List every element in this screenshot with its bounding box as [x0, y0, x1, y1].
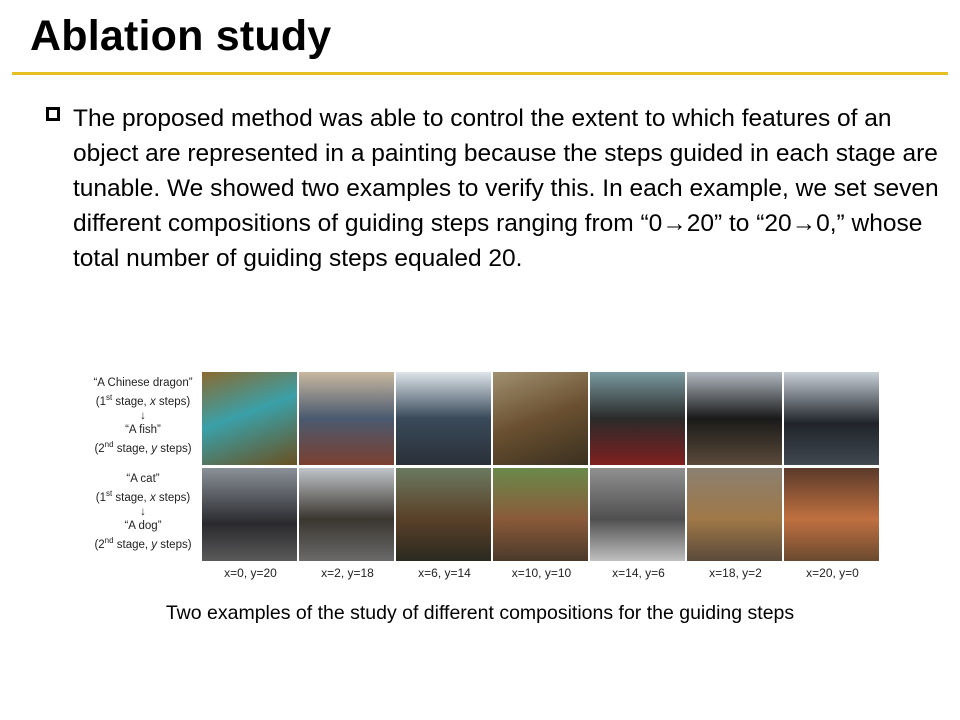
generated-image — [299, 468, 394, 561]
generated-image — [396, 372, 491, 465]
arrow: ↓ — [140, 505, 146, 518]
generated-image — [396, 468, 491, 561]
generated-image — [493, 372, 588, 465]
image-grid — [202, 372, 880, 562]
generated-image — [202, 372, 297, 465]
slide-title: Ablation study — [30, 12, 332, 60]
generated-image — [299, 372, 394, 465]
second-prompt: “A dog” — [124, 520, 162, 533]
generated-image — [493, 468, 588, 561]
generated-image — [687, 372, 782, 465]
bullet-text: The proposed method was able to control … — [73, 105, 939, 272]
figure-caption: Two examples of the study of different c… — [165, 602, 795, 624]
second-stage: (2nd stage, y steps) — [94, 439, 192, 455]
generated-image — [784, 372, 879, 465]
column-label: x=0, y=20 — [224, 566, 277, 580]
first-stage: (1st stage, x steps) — [95, 392, 191, 408]
first-prompt: “A Chinese dragon” — [93, 377, 193, 389]
second-stage: (2nd stage, y steps) — [94, 535, 192, 551]
generated-image — [590, 372, 685, 465]
first-stage: (1st stage, x steps) — [95, 488, 191, 504]
arrow: ↓ — [140, 409, 146, 422]
hollow-square-bullet-icon — [46, 107, 60, 121]
column-label: x=18, y=2 — [709, 566, 762, 580]
column-label: x=2, y=18 — [321, 566, 374, 580]
generated-image — [784, 468, 879, 561]
column-label: x=20, y=0 — [806, 566, 859, 580]
ablation-figure: “A Chinese dragon” (1st stage, x steps) … — [86, 372, 882, 584]
second-prompt: “A fish” — [125, 424, 161, 437]
row-label-cat-dog: “A cat” (1st stage, x steps) ↓ “A dog” (… — [86, 472, 200, 552]
column-label: x=14, y=6 — [612, 566, 665, 580]
title-divider — [12, 72, 948, 75]
row-label-dragon-fish: “A Chinese dragon” (1st stage, x steps) … — [86, 376, 200, 456]
generated-image — [590, 468, 685, 561]
generated-image — [202, 468, 297, 561]
first-prompt: “A cat” — [126, 473, 160, 485]
generated-image — [687, 468, 782, 561]
column-label: x=10, y=10 — [511, 566, 572, 580]
column-label: x=6, y=14 — [418, 566, 471, 580]
